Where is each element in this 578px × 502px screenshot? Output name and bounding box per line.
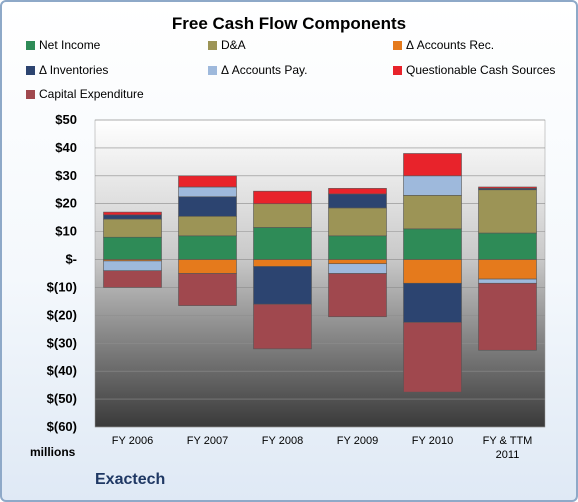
y-tick-label: $40 bbox=[55, 140, 77, 155]
legend-swatch bbox=[393, 66, 402, 75]
y-tick-label: $50 bbox=[55, 112, 77, 127]
bar-segment bbox=[328, 235, 387, 260]
legend-label: Capital Expenditure bbox=[39, 87, 144, 101]
bar-segment bbox=[478, 278, 537, 284]
bar-segment bbox=[403, 228, 462, 260]
legend-label: Questionable Cash Sources bbox=[406, 63, 556, 77]
bar-segment bbox=[253, 259, 312, 267]
bar-segment bbox=[403, 195, 462, 230]
legend-label: Δ Inventories bbox=[39, 63, 109, 77]
legend-item-accounts-rec: Δ Accounts Rec. bbox=[393, 38, 494, 52]
bar-segment bbox=[178, 259, 237, 274]
x-tick-label: FY 2010 bbox=[412, 435, 453, 447]
bar-segment bbox=[103, 214, 162, 220]
x-tick-label: FY 2006 bbox=[112, 435, 153, 447]
y-tick-label: $10 bbox=[55, 224, 77, 239]
bar-segment bbox=[478, 186, 537, 189]
bar-segment bbox=[178, 186, 237, 198]
company-label: Exactech bbox=[95, 471, 166, 488]
legend-item-questionable-cash: Questionable Cash Sources bbox=[393, 63, 555, 77]
legend-swatch bbox=[26, 90, 35, 99]
plot-background bbox=[94, 119, 546, 428]
gridlines bbox=[95, 119, 545, 428]
bar-segment bbox=[103, 260, 162, 272]
bar-segment bbox=[328, 263, 387, 274]
bars bbox=[103, 153, 537, 393]
bar-segment bbox=[478, 259, 537, 280]
chart-title: Free Cash Flow Components bbox=[171, 14, 407, 33]
bar-segment bbox=[178, 235, 237, 260]
legend-label: Net Income bbox=[39, 38, 101, 52]
y-tick-label: $(60) bbox=[47, 419, 77, 434]
bar-segment bbox=[253, 303, 312, 350]
legend-item-net-income: Net Income bbox=[26, 38, 100, 52]
x-tick-label: FY & TTM bbox=[483, 435, 533, 447]
bar-segment bbox=[328, 207, 387, 237]
bar-segment bbox=[253, 190, 312, 205]
y-tick-label: $(30) bbox=[47, 335, 77, 350]
units-label: millions bbox=[30, 445, 76, 459]
legend-item-inventories: Δ Inventories bbox=[26, 63, 108, 77]
legend-label: Δ Accounts Rec. bbox=[406, 38, 495, 52]
bar-segment bbox=[478, 232, 537, 260]
legend-item-capital-expenditure: Capital Expenditure bbox=[26, 87, 144, 101]
bar-segment bbox=[403, 153, 462, 177]
legend-swatch bbox=[26, 41, 35, 50]
x-axis: FY 2006 FY 2007 FY 2008 FY 2009 FY 2010 FY & … bbox=[112, 435, 533, 461]
bar-segment bbox=[103, 211, 162, 216]
bar-segment bbox=[178, 175, 237, 188]
bar-segment bbox=[478, 189, 537, 234]
y-tick-label: $30 bbox=[55, 168, 77, 183]
bar-segment bbox=[103, 218, 162, 238]
bar-segment bbox=[178, 196, 237, 217]
bar-segment bbox=[328, 188, 387, 195]
bar-segment bbox=[103, 236, 162, 260]
y-tick-label: $(20) bbox=[47, 307, 77, 322]
y-tick-label: $- bbox=[65, 252, 77, 267]
legend-item-d-and-a: D&A bbox=[208, 38, 246, 52]
legend-label: Δ Accounts Pay. bbox=[221, 63, 308, 77]
y-tick-label: $(10) bbox=[47, 279, 77, 294]
legend-label: D&A bbox=[221, 38, 246, 52]
bar-segment bbox=[403, 259, 462, 284]
y-tick-label: $(50) bbox=[47, 391, 77, 406]
legend-swatch bbox=[208, 66, 217, 75]
bar-segment bbox=[253, 266, 312, 305]
bar-segment bbox=[328, 193, 387, 209]
legend-item-accounts-pay: Δ Accounts Pay. bbox=[208, 63, 308, 77]
bar-segment bbox=[103, 270, 162, 288]
legend-swatch bbox=[208, 41, 217, 50]
bar-segment bbox=[178, 273, 237, 306]
y-axis: $50 $40 $30 $20 $10 $- $(10) $(20) $(30) $(40) $(5… bbox=[47, 112, 77, 434]
bar-segment bbox=[403, 175, 462, 196]
x-tick-label: 2011 bbox=[496, 449, 520, 461]
bar-segment bbox=[178, 215, 237, 237]
bar-segment bbox=[253, 203, 312, 228]
y-tick-label: $20 bbox=[55, 196, 77, 211]
bar-segment bbox=[478, 282, 537, 351]
bar-segment bbox=[403, 322, 462, 393]
x-tick-label: FY 2008 bbox=[262, 435, 303, 447]
bar-segment bbox=[328, 259, 387, 265]
bar-segment bbox=[328, 273, 387, 318]
y-tick-label: $(40) bbox=[47, 363, 77, 378]
legend-swatch bbox=[26, 66, 35, 75]
x-tick-label: FY 2009 bbox=[337, 435, 378, 447]
x-tick-label: FY 2007 bbox=[187, 435, 228, 447]
bar-segment bbox=[403, 282, 462, 323]
legend-swatch bbox=[393, 41, 402, 50]
bar-segment bbox=[253, 227, 312, 260]
